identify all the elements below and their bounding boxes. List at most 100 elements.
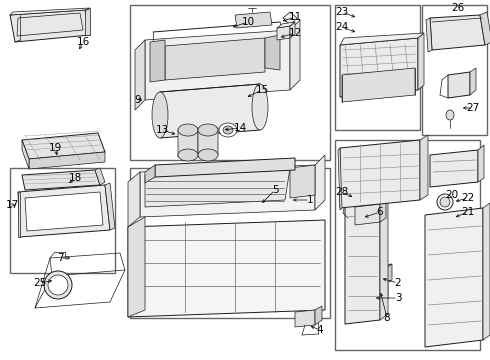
Text: 15: 15 (255, 85, 269, 95)
Polygon shape (140, 165, 315, 217)
Text: 17: 17 (5, 200, 19, 210)
Polygon shape (430, 15, 485, 50)
Polygon shape (105, 183, 115, 230)
Polygon shape (10, 8, 90, 15)
Polygon shape (338, 148, 342, 210)
Ellipse shape (437, 194, 453, 210)
Text: 28: 28 (335, 187, 348, 197)
Text: 27: 27 (466, 103, 480, 113)
Polygon shape (85, 8, 90, 35)
Polygon shape (362, 288, 382, 305)
Polygon shape (235, 12, 272, 28)
Ellipse shape (440, 197, 450, 207)
Ellipse shape (252, 84, 268, 130)
Polygon shape (342, 68, 415, 102)
Polygon shape (290, 165, 315, 198)
Ellipse shape (198, 149, 218, 161)
Ellipse shape (178, 124, 198, 136)
Polygon shape (425, 208, 483, 347)
Polygon shape (470, 68, 476, 95)
Bar (130, 168, 330, 318)
Text: 23: 23 (335, 7, 348, 17)
Polygon shape (448, 72, 470, 98)
Polygon shape (385, 264, 392, 285)
Text: 19: 19 (49, 143, 62, 153)
Text: 18: 18 (69, 173, 82, 183)
Polygon shape (10, 10, 90, 42)
Polygon shape (18, 185, 110, 237)
Ellipse shape (152, 92, 168, 138)
Polygon shape (480, 12, 490, 45)
Ellipse shape (219, 123, 237, 137)
Polygon shape (160, 84, 260, 138)
Polygon shape (345, 190, 388, 200)
Polygon shape (145, 168, 290, 207)
Text: 4: 4 (317, 325, 323, 335)
Polygon shape (128, 217, 145, 317)
Polygon shape (198, 128, 218, 157)
Text: 26: 26 (451, 3, 465, 13)
Text: 5: 5 (271, 185, 278, 195)
Text: 16: 16 (76, 37, 90, 47)
Polygon shape (18, 192, 20, 237)
Text: 11: 11 (289, 12, 302, 22)
Text: 8: 8 (384, 313, 391, 323)
Polygon shape (365, 268, 385, 287)
Polygon shape (95, 168, 105, 185)
Polygon shape (345, 196, 380, 324)
Polygon shape (290, 22, 295, 38)
Text: 6: 6 (377, 207, 383, 217)
Polygon shape (420, 135, 428, 200)
Polygon shape (350, 188, 365, 202)
Bar (130, 5, 330, 160)
Polygon shape (25, 192, 103, 231)
Polygon shape (283, 12, 297, 25)
Polygon shape (155, 158, 295, 177)
Polygon shape (380, 190, 388, 320)
Polygon shape (380, 200, 386, 222)
Text: 12: 12 (289, 28, 302, 38)
Bar (335, 140, 480, 350)
Polygon shape (426, 18, 432, 52)
Text: 20: 20 (445, 190, 459, 200)
Text: 22: 22 (462, 193, 475, 203)
Polygon shape (22, 133, 105, 159)
Polygon shape (145, 30, 290, 100)
Ellipse shape (198, 124, 218, 136)
Polygon shape (355, 204, 380, 225)
Ellipse shape (223, 126, 233, 134)
Ellipse shape (48, 275, 68, 295)
Polygon shape (340, 33, 424, 45)
Text: 24: 24 (335, 22, 348, 32)
Polygon shape (340, 38, 418, 97)
Polygon shape (178, 128, 198, 157)
Polygon shape (22, 170, 100, 190)
Polygon shape (483, 203, 490, 340)
Polygon shape (430, 150, 478, 187)
Polygon shape (145, 165, 155, 183)
Text: 9: 9 (135, 95, 141, 105)
Polygon shape (135, 40, 145, 110)
Text: 3: 3 (394, 293, 401, 303)
Polygon shape (315, 306, 322, 325)
Polygon shape (382, 284, 388, 303)
Polygon shape (128, 220, 325, 317)
Polygon shape (418, 33, 424, 90)
Text: 13: 13 (155, 125, 169, 135)
Polygon shape (277, 22, 295, 28)
Polygon shape (128, 172, 140, 227)
Ellipse shape (178, 149, 198, 161)
Text: 14: 14 (233, 123, 246, 133)
Polygon shape (150, 40, 165, 82)
Bar (335, 5, 420, 130)
Polygon shape (478, 145, 484, 182)
Ellipse shape (44, 271, 72, 299)
Ellipse shape (446, 110, 454, 120)
Bar (10, 168, 115, 273)
Text: 7: 7 (57, 253, 63, 263)
Polygon shape (340, 140, 420, 208)
Polygon shape (265, 35, 280, 70)
Polygon shape (290, 20, 300, 90)
Polygon shape (29, 152, 105, 169)
Polygon shape (365, 264, 392, 270)
